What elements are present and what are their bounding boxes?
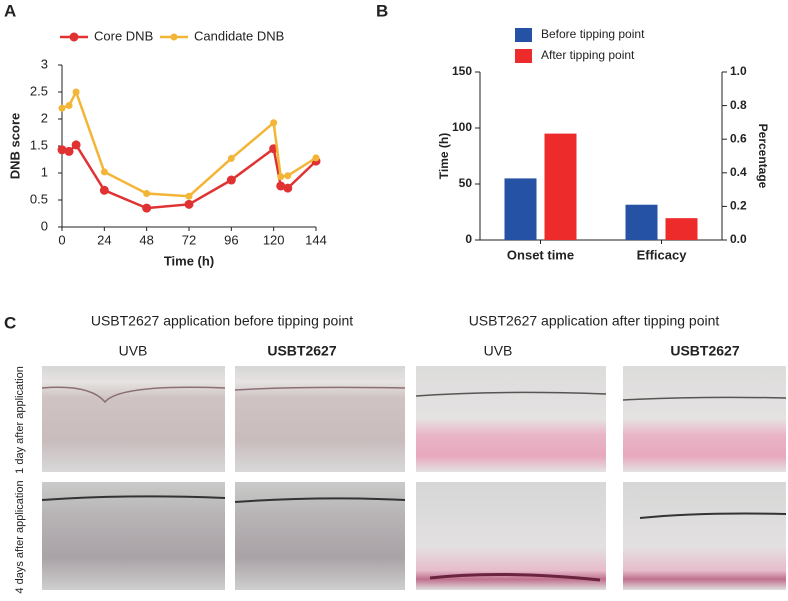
panel-label: B [376,1,388,20]
micrograph [623,366,786,472]
point [57,145,67,155]
y2ticks-label: 0.6 [730,131,747,145]
legend-label: Before tipping point [541,27,645,41]
yticks-label: 50 [459,176,473,190]
panel-label: A [4,1,16,20]
y-axis-title: DNB score [7,113,22,179]
y-tick-label: 0 [41,218,48,233]
x-tick-label: Onset time [507,247,574,262]
x-tick-label: 96 [224,232,238,247]
y2ticks-label: 0.4 [730,165,747,179]
micrograph [235,366,405,472]
point [277,173,285,181]
bar [625,204,658,240]
micrograph [42,366,225,472]
legend-swatch [515,28,532,42]
y2ticks-label: 1.0 [730,64,747,78]
panel-label: C [4,313,16,332]
point [71,140,81,150]
point [312,154,320,162]
point [143,190,151,198]
legend-marker [170,33,178,41]
y2ticks-label: 0.2 [730,199,747,213]
column-header: UVB [119,343,148,359]
point [72,88,80,96]
tissue-edge [234,386,406,391]
x-tick-label: 48 [139,232,153,247]
point [226,175,236,185]
x-axis-title: Time (h) [164,253,214,268]
y-tick-label: 2 [41,110,48,125]
column-header: USBT2627 [670,343,739,359]
group-title: USBT2627 application after tipping point [469,313,720,329]
bar [665,218,698,240]
row-label: 4 days after application [14,480,26,593]
y-axis-title: Time (h) [437,133,451,179]
tissue-edge [639,512,787,519]
point [184,199,194,209]
legend-swatch [515,49,532,63]
x-tick-label: 24 [97,232,111,247]
point [100,168,108,176]
yticks-label: 100 [452,120,472,134]
point [276,181,286,191]
tissue-edge [234,497,406,503]
tissue-edge [415,391,607,397]
point [185,192,193,200]
legend-label: Candidate DNB [194,28,284,43]
legend-marker [69,32,79,42]
micrograph [416,482,606,590]
bar [504,178,537,240]
yticks-label: 0 [465,232,472,246]
point [227,154,235,162]
point [58,104,66,112]
point [270,119,278,127]
series-line [61,88,317,198]
bar [544,133,577,240]
y2ticks-label: 0.8 [730,98,747,112]
tissue-edge [622,396,787,401]
legend-label: Core DNB [94,28,153,43]
x-tick-label: 144 [305,232,327,247]
y-tick-label: 1.5 [30,137,48,152]
y2-axis-title: Percentage [756,124,770,189]
row-label: 1 day after application [14,366,26,474]
point [142,203,152,213]
y-tick-label: 0.5 [30,191,48,206]
x-tick-label: Efficacy [637,247,688,262]
micrograph [623,482,786,590]
group-title: USBT2627 application before tipping poin… [91,313,353,329]
x-tick-label: 72 [182,232,196,247]
micrograph [42,482,225,590]
x-tick-label: 120 [263,232,285,247]
tissue-edge [41,386,226,404]
y-tick-label: 2.5 [30,83,48,98]
micrograph [416,366,606,472]
column-header: UVB [484,343,513,359]
yticks-label: 150 [452,64,472,78]
point [65,102,73,109]
y-tick-label: 1 [41,164,48,179]
y2ticks-label: 0.0 [730,232,747,246]
point [99,185,109,195]
column-header: USBT2627 [267,343,336,359]
point [283,183,293,193]
legend-label: After tipping point [541,48,635,62]
point [64,146,74,156]
point [284,172,292,180]
y-tick-label: 3 [41,56,48,71]
tissue-edge [41,495,226,501]
x-tick-label: 0 [58,232,65,247]
tissue-edge [429,572,601,582]
